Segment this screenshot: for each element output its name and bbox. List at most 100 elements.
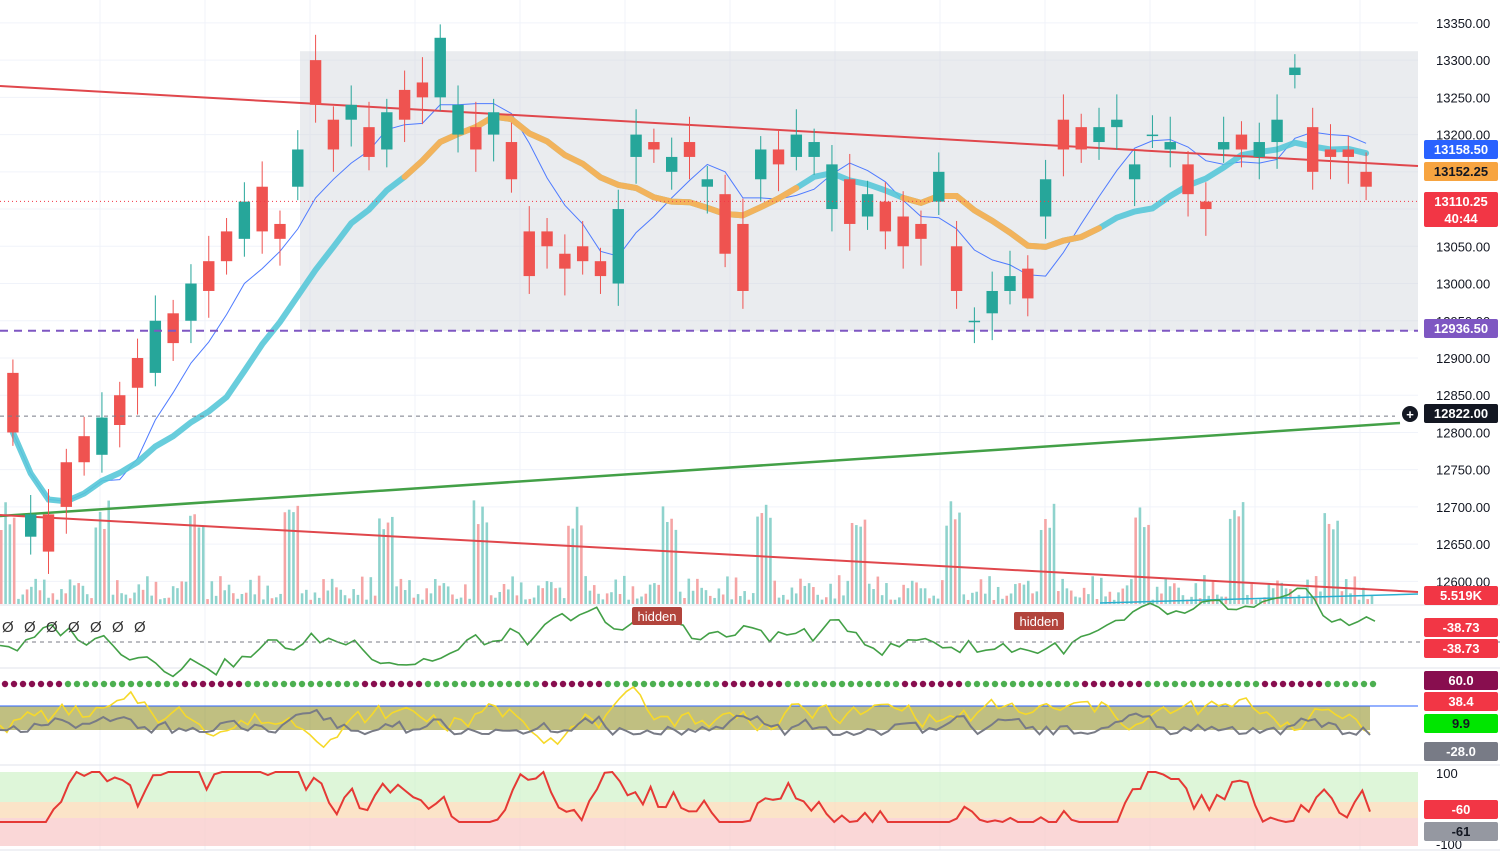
volume-bar: [150, 595, 153, 604]
state-dot: [910, 680, 918, 688]
volume-bar: [283, 512, 287, 604]
tag-osc1-b-box: [1424, 639, 1498, 658]
tag-last-price: 13110.25: [1434, 194, 1488, 209]
state-dot: [1261, 680, 1269, 688]
candle-body: [1128, 164, 1141, 180]
volume-bar: [1142, 527, 1146, 604]
horizontal-levels[interactable]: [0, 200, 1418, 417]
hidden-label-box: [1014, 612, 1064, 630]
volume-bar: [730, 599, 734, 604]
candle-body: [1111, 119, 1123, 128]
state-dot: [370, 680, 378, 688]
volume-bar: [713, 597, 716, 604]
candle-body: [541, 231, 553, 247]
volume-bar: [953, 519, 957, 604]
volume-bar: [855, 525, 858, 604]
volume-bar: [1091, 576, 1094, 604]
volume-bar: [1164, 578, 1168, 604]
state-dot: [1108, 680, 1116, 688]
oscillator-2-band: [0, 706, 1370, 730]
volume-bar: [825, 597, 828, 604]
volume-bar: [464, 584, 467, 604]
candle-body: [576, 246, 589, 262]
oscillator-2-gray-line: [0, 708, 1371, 737]
volume-bar: [678, 591, 682, 604]
state-dot: [1153, 680, 1161, 688]
volume-bar: [116, 580, 119, 604]
candle-body: [434, 37, 446, 98]
volume-bar: [158, 599, 162, 604]
volume-bar: [747, 599, 751, 604]
volume-bar: [189, 515, 192, 604]
state-dot: [1171, 680, 1179, 688]
state-dot: [37, 680, 45, 688]
state-dot: [1054, 680, 1062, 688]
state-dot: [505, 680, 513, 688]
volume-bar: [1069, 590, 1073, 604]
volume-bar: [653, 583, 656, 604]
volume-bar: [201, 526, 205, 604]
volume-bar: [206, 599, 209, 604]
tag-ma-orange-box: [1424, 162, 1498, 181]
volume-bar: [644, 593, 648, 604]
volume-bar: [1297, 594, 1301, 604]
volume-bar: [1319, 591, 1322, 604]
state-dot: [640, 680, 648, 688]
trend-lines[interactable]: [0, 85, 1419, 604]
volume-bar: [403, 590, 407, 604]
state-dot: [172, 680, 180, 688]
volume-bar: [1061, 578, 1064, 604]
volume-bar: [360, 576, 364, 604]
volume-bar: [184, 581, 188, 604]
volume-bar: [339, 589, 343, 604]
candle-body: [826, 164, 838, 210]
volume-bar: [438, 585, 441, 604]
volume-bar: [928, 598, 931, 604]
volume-bar: [575, 506, 579, 604]
volume-bar: [103, 528, 106, 604]
tag-osc3-a: -60: [1452, 802, 1471, 817]
volume-bar: [502, 584, 506, 604]
state-dot: [649, 680, 657, 688]
state-dot: [1315, 680, 1323, 688]
volume-bar: [726, 576, 729, 604]
candle-body: [683, 142, 696, 157]
volume-bar: [476, 524, 480, 604]
volume-bar: [322, 579, 325, 604]
volume-bar: [348, 598, 351, 604]
state-dot: [892, 680, 900, 688]
volume-bar: [1250, 583, 1253, 604]
candle-body: [1039, 179, 1052, 217]
volume-bar: [128, 598, 132, 604]
volume-bar: [137, 584, 141, 604]
volume-bar: [1289, 589, 1292, 604]
candle-body: [1360, 171, 1372, 187]
volume-bar: [1130, 579, 1133, 604]
volume-bar: [244, 592, 248, 604]
osc3-tick-label: 100: [1436, 766, 1458, 781]
state-dot: [865, 680, 873, 688]
state-dot: [379, 680, 387, 688]
volume-bar: [979, 579, 983, 604]
volume-bar: [910, 580, 914, 604]
volume-bar: [1181, 595, 1185, 604]
volume-bar: [880, 595, 884, 604]
state-dot: [955, 680, 963, 688]
volume-bar: [872, 589, 875, 604]
crosshair-add-icon: [1402, 406, 1418, 422]
candle-body: [790, 134, 803, 157]
volume-bar: [1168, 586, 1172, 604]
volume-bar: [219, 576, 222, 604]
state-dot: [1270, 680, 1278, 688]
candle-body: [327, 119, 340, 150]
volume-bar: [1074, 596, 1077, 604]
volume-bar: [696, 578, 699, 604]
candle-body: [719, 194, 731, 254]
state-dot: [388, 680, 396, 688]
ma-slow-orange-segment: [401, 113, 800, 219]
volume-bar: [313, 592, 317, 604]
tag-osc2-d: -28.0: [1446, 744, 1476, 759]
volume-bar: [631, 586, 635, 604]
volume-bar: [1125, 585, 1129, 604]
